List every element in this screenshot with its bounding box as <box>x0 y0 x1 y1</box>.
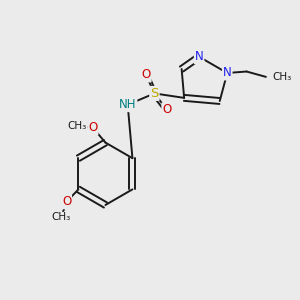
Text: NH: NH <box>119 98 136 111</box>
Text: O: O <box>162 103 172 116</box>
Text: O: O <box>88 121 98 134</box>
Text: CH₃: CH₃ <box>68 121 87 131</box>
Text: CH₃: CH₃ <box>52 212 71 222</box>
Text: CH₃: CH₃ <box>272 72 292 82</box>
Text: O: O <box>62 195 71 208</box>
Text: O: O <box>142 68 151 82</box>
Text: N: N <box>223 67 232 80</box>
Text: methoxy: methoxy <box>76 125 82 126</box>
Text: S: S <box>150 87 159 100</box>
Text: N: N <box>195 50 203 63</box>
